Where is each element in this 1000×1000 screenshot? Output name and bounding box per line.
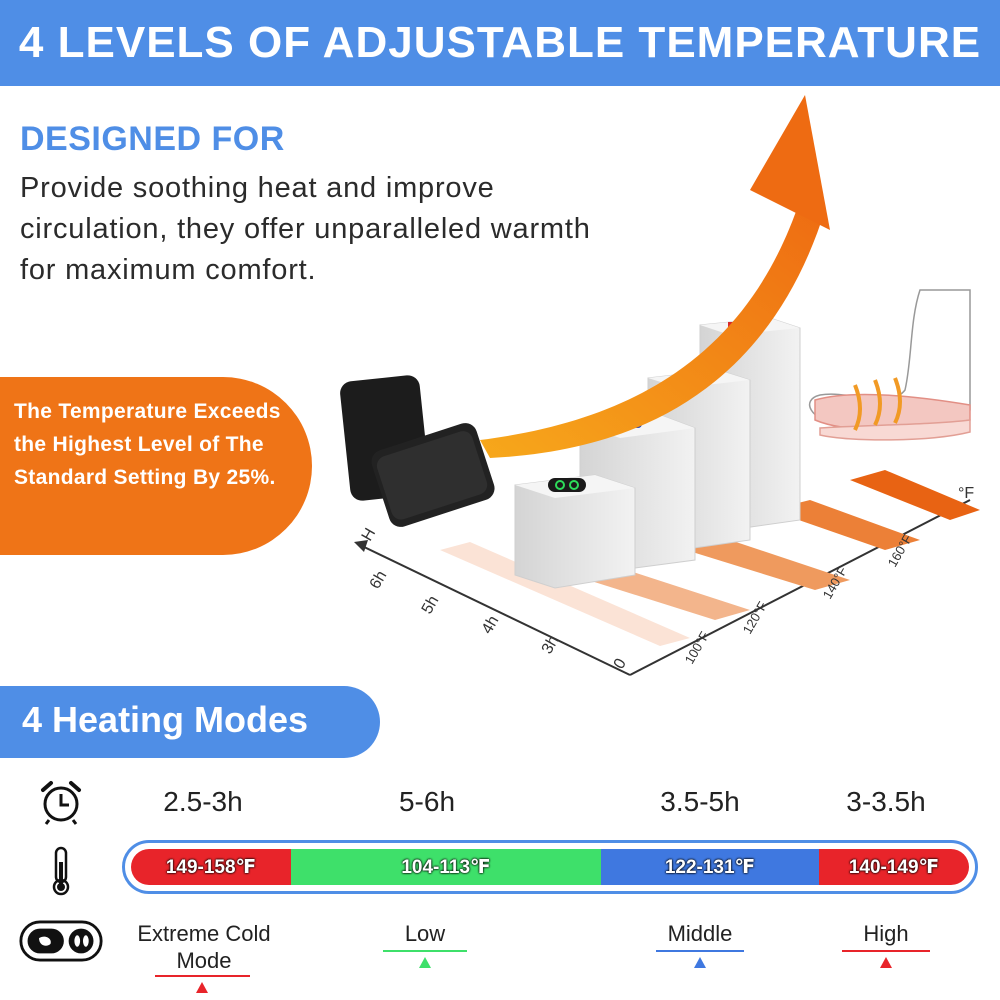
temp-segment-high: 140-149℉ bbox=[819, 849, 969, 885]
temp-segment-middle: 122-131℉ bbox=[601, 849, 819, 885]
y-tick-3h: 3h bbox=[539, 633, 563, 657]
duration-middle: 3.5-5h bbox=[660, 786, 740, 817]
designed-for-title: DESIGNED FOR bbox=[20, 120, 285, 158]
alarm-clock-icon bbox=[18, 778, 104, 826]
duration-high: 3-3.5h bbox=[846, 786, 926, 817]
x-tick-100f: 100°F bbox=[682, 629, 712, 667]
header-banner: 4 LEVELS OF ADJUSTABLE TEMPERATURE bbox=[0, 0, 1000, 86]
level-box-1 bbox=[514, 474, 636, 589]
y-tick-5h: 5h bbox=[419, 593, 443, 617]
remote-control-icon bbox=[18, 918, 104, 964]
x-tick-120f: 120°F bbox=[740, 599, 770, 637]
mode-underline-low bbox=[383, 950, 467, 952]
heating-modes-title: 4 Heating Modes bbox=[0, 686, 380, 758]
axis-origin: 0 bbox=[611, 656, 630, 672]
duration-low: 5-6h bbox=[398, 786, 456, 817]
mode-label-middle: Middle bbox=[667, 921, 733, 946]
temperature-illustration: H 6h 5h 4h 3h 0 100°F 120°F 140°F 160°F … bbox=[340, 95, 980, 676]
temperature-claim-badge: The Temperature Exceeds the Highest Leve… bbox=[0, 377, 312, 555]
temp-segment-low: 104-113℉ bbox=[291, 849, 601, 885]
page-title: 4 LEVELS OF ADJUSTABLE TEMPERATURE bbox=[18, 18, 982, 67]
y-tick-6h: 6h bbox=[367, 568, 391, 592]
y-tick-4h: 4h bbox=[479, 613, 503, 637]
mode-marker-low bbox=[419, 957, 431, 968]
x-axis-unit: °F bbox=[958, 485, 974, 502]
duration-extreme: 2.5-3h bbox=[163, 786, 243, 817]
mode-marker-extreme bbox=[196, 982, 208, 993]
mode-label-extreme-cold: Extreme Cold Mode bbox=[137, 921, 271, 973]
mode-underline-middle bbox=[656, 950, 744, 952]
battery-pack bbox=[340, 375, 495, 527]
foot-icon bbox=[808, 289, 971, 441]
temperature-bar: 149-158℉ 104-113℉ 122-131℉ 140-149℉ bbox=[122, 840, 978, 894]
thermometer-icon bbox=[18, 846, 104, 896]
rising-arrow bbox=[480, 95, 830, 458]
temp-segment-extreme: 149-158℉ bbox=[131, 849, 291, 885]
mode-marker-high bbox=[880, 957, 892, 968]
mode-underline-extreme bbox=[155, 975, 250, 977]
designed-for-description: Provide soothing heat and improve circul… bbox=[20, 172, 591, 286]
mode-underline-high bbox=[842, 950, 930, 952]
mode-marker-middle bbox=[694, 957, 706, 968]
mode-label-high: High bbox=[863, 921, 909, 946]
axis-lines bbox=[354, 499, 971, 676]
mode-label-low: Low bbox=[404, 921, 446, 946]
